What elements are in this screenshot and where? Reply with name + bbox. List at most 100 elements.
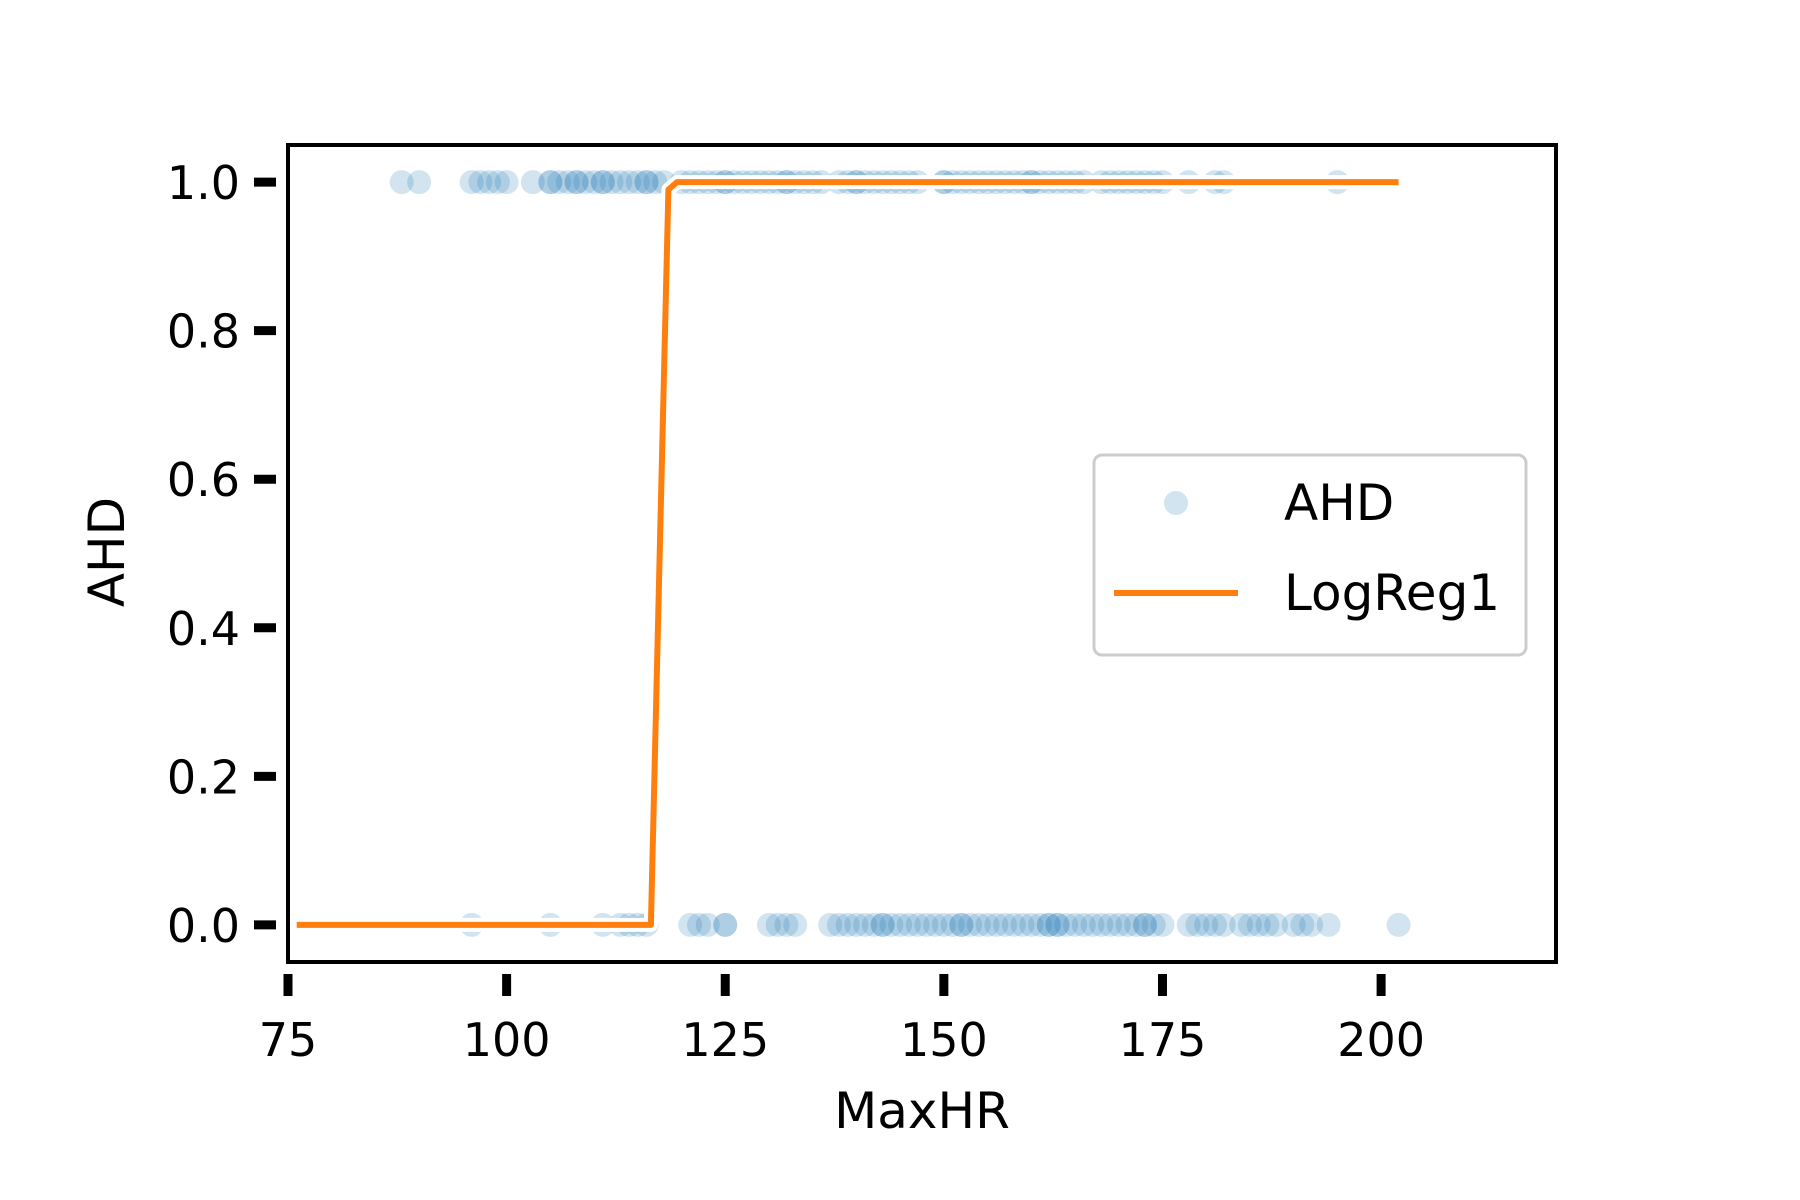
data-point [590,170,615,195]
data-point [695,912,720,937]
data-point [1089,912,1114,937]
data-point [756,912,781,937]
data-point [853,912,878,937]
data-point [1132,912,1157,937]
data-point [1080,912,1105,937]
legend-label-ahd: AHD [1284,474,1394,532]
data-point [818,912,843,937]
data-point [1045,912,1070,937]
data-point [547,170,572,195]
data-point [1176,912,1201,937]
data-point [923,912,948,937]
data-point [1045,912,1070,937]
data-point [1063,912,1088,937]
data-point [634,170,659,195]
data-point [1185,912,1210,937]
data-point [896,912,921,937]
x-tick-label: 150 [900,1013,988,1067]
data-point [1386,912,1411,937]
data-point [590,170,615,195]
data-point [1141,912,1166,937]
data-point [940,912,965,937]
regression-line-layer [296,175,1399,932]
data-point [713,912,738,937]
data-point [678,912,703,937]
data-point [993,912,1018,937]
x-tick-label: 200 [1337,1013,1425,1067]
data-point [1071,912,1096,937]
data-point [1150,912,1175,937]
data-point [1246,912,1271,937]
data-point [494,170,519,195]
data-point [949,912,974,937]
data-point [1010,912,1035,937]
plot-frame [286,143,1558,964]
data-point [914,912,939,937]
data-point [1255,912,1280,937]
data-point [459,170,484,195]
data-point [931,912,956,937]
data-point [1001,912,1026,937]
x-tick-label: 100 [463,1013,551,1067]
data-point [1124,912,1149,937]
data-point [844,912,869,937]
data-point [1098,912,1123,937]
data-point [555,170,580,195]
y-tick-label: 0.6 [167,453,240,507]
data-point [826,912,851,937]
y-tick-label: 0.4 [167,602,240,656]
data-point [573,170,598,195]
data-point [564,170,589,195]
data-point [643,170,668,195]
y-tick-label: 1.0 [167,156,240,210]
data-point [984,912,1009,937]
regression-line [296,179,1399,928]
data-point [1281,912,1306,937]
data-point [1316,912,1341,937]
y-tick-label: 0.2 [167,750,240,804]
x-tick-label: 125 [681,1013,769,1067]
data-point [774,912,799,937]
data-point [687,912,712,937]
data-point [538,170,563,195]
data-point [389,170,414,195]
data-point [783,912,808,937]
data-point [765,912,790,937]
data-point [1299,912,1324,937]
data-point [870,912,895,937]
data-point [582,170,607,195]
data-point [861,912,886,937]
data-point [1237,912,1262,937]
data-point [835,912,860,937]
data-point [1106,912,1131,937]
data-point [1115,912,1140,937]
data-point [870,912,895,937]
data-point [599,170,624,195]
data-point [538,170,563,195]
data-point [1229,912,1254,937]
data-point [888,912,913,937]
data-point [1132,912,1157,937]
legend-box [1092,453,1528,657]
data-point [966,912,991,937]
data-point [477,170,502,195]
data-point [1036,912,1061,937]
data-point [520,170,545,195]
data-point [1036,912,1061,937]
data-point [1290,912,1315,937]
y-tick-label: 0.8 [167,305,240,359]
data-point [879,912,904,937]
data-point [485,170,510,195]
data-point [1264,912,1289,937]
data-point [1019,912,1044,937]
data-point [1202,912,1227,937]
y-axis-label: AHD [78,497,136,607]
x-tick-label: 175 [1119,1013,1207,1067]
data-point [949,912,974,937]
data-point [958,912,983,937]
data-point [608,170,633,195]
data-point [634,170,659,195]
legend-label-logreg1: LogReg1 [1284,564,1500,622]
data-point [564,170,589,195]
